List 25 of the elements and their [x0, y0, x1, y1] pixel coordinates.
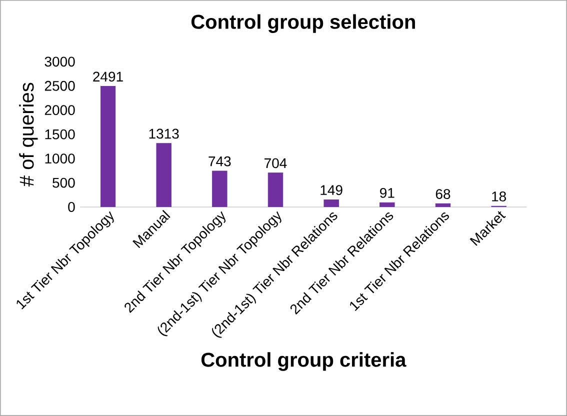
bar [156, 143, 172, 207]
x-axis-title: Control group criteria [201, 352, 406, 371]
y-tick-label: 0 [68, 202, 75, 212]
data-label: 2491 [93, 72, 123, 82]
data-label: 18 [492, 192, 506, 202]
data-label: 743 [208, 156, 231, 166]
bar [324, 200, 339, 207]
data-label: 1313 [149, 128, 179, 139]
data-label: 91 [380, 188, 394, 198]
y-tick-label: 3000 [44, 56, 75, 67]
bar [380, 202, 395, 207]
y-tick-label: 1000 [45, 154, 75, 164]
y-axis-title: # of queries [19, 82, 38, 186]
y-tick-label: 1500 [45, 129, 75, 140]
y-tick-label: 2000 [44, 105, 75, 116]
data-label: 149 [320, 185, 342, 196]
y-tick-label: 500 [52, 178, 75, 188]
bar [268, 172, 284, 207]
y-tick-label: 2500 [44, 80, 75, 91]
data-label: 68 [436, 189, 450, 199]
bar [435, 203, 451, 207]
bar [100, 86, 116, 207]
data-label: 704 [264, 158, 287, 168]
chart-title: Control group selection [191, 14, 415, 33]
bar [212, 170, 228, 207]
